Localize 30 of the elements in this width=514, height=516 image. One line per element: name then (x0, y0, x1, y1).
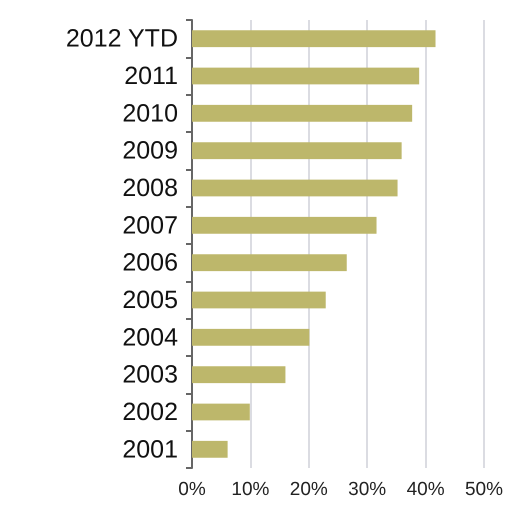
bar (192, 142, 402, 160)
x-tick-label: 50% (464, 479, 504, 500)
y-tick-label: 2006 (122, 248, 178, 277)
y-tick-label: 2004 (122, 323, 178, 352)
bar (192, 366, 286, 384)
bar (192, 254, 347, 272)
bar (192, 216, 377, 234)
y-tick-label: 2012 YTD (66, 24, 178, 53)
bar (192, 292, 326, 308)
x-tick-label: 40% (406, 479, 445, 500)
x-tick-label: 20% (290, 479, 328, 500)
bar (192, 30, 436, 48)
y-tick-label: 2008 (122, 174, 178, 202)
y-tick-label: 2001 (122, 435, 178, 464)
x-tick-label: 30% (348, 479, 386, 500)
y-tick-label: 2002 (122, 398, 178, 426)
y-tick-label: 2011 (124, 62, 178, 90)
y-tick-label: 2010 (122, 99, 178, 128)
bar (192, 180, 398, 196)
y-tick-label: 2007 (122, 211, 178, 240)
y-tick-label: 2009 (122, 136, 178, 165)
x-tick-label: 0% (178, 479, 206, 500)
y-tick-label: 2005 (122, 286, 178, 314)
bar (192, 68, 420, 84)
y-tick-label: 2003 (122, 360, 178, 389)
bar (192, 404, 250, 420)
bar (192, 440, 228, 458)
bar (192, 104, 412, 122)
bar (192, 328, 310, 346)
x-tick-label: 10% (231, 479, 270, 500)
